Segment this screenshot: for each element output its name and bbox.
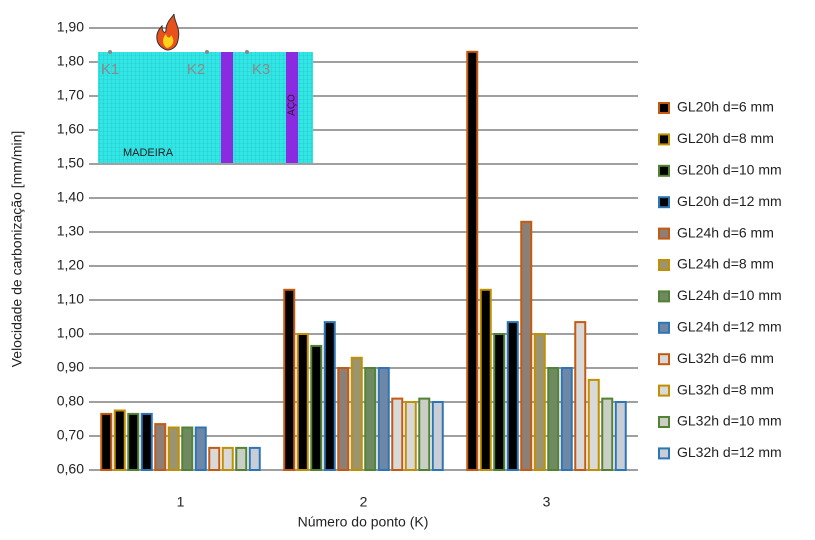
inset-label: K2 xyxy=(187,61,205,78)
bar xyxy=(547,367,560,471)
bar xyxy=(194,426,207,471)
legend-swatch xyxy=(658,416,670,428)
bar xyxy=(601,397,614,472)
legend-swatch xyxy=(658,196,670,209)
inset-label: MADEIRA xyxy=(123,147,174,159)
y-tick-label: 1,00 xyxy=(57,325,84,341)
bar xyxy=(113,409,126,471)
bar xyxy=(391,397,404,472)
inset-diagram: K1 K2 K3 AÇO MADEIRA xyxy=(98,13,313,163)
bar xyxy=(479,288,492,471)
steel-bar xyxy=(286,52,298,163)
legend-swatch xyxy=(658,321,670,334)
steel-bar xyxy=(221,52,233,163)
y-tick-label: 1,80 xyxy=(57,53,84,69)
y-tick-label: 1,70 xyxy=(57,87,84,103)
y-axis-title: Velocidade de carbonização [mm/min] xyxy=(9,131,25,368)
bar xyxy=(377,367,390,471)
legend-swatch xyxy=(658,290,670,303)
inset-label: K3 xyxy=(252,61,270,78)
legend-label: GL20h d=6 mm xyxy=(677,99,774,115)
legend-swatch xyxy=(658,133,670,146)
y-tick-label: 1,30 xyxy=(57,223,84,239)
bar xyxy=(520,220,533,471)
bar xyxy=(614,401,627,471)
bar xyxy=(506,321,519,471)
bar xyxy=(283,288,296,471)
bar xyxy=(364,367,377,471)
bar xyxy=(127,412,140,471)
bar xyxy=(154,423,167,472)
legend-label: GL32h d=6 mm xyxy=(677,350,774,366)
bar xyxy=(248,446,261,471)
legend-swatch xyxy=(658,259,670,271)
bar xyxy=(587,378,600,471)
point xyxy=(205,50,209,54)
bar xyxy=(323,321,336,471)
x-tick-label: 2 xyxy=(360,494,368,510)
y-tick-label: 1,90 xyxy=(57,19,84,35)
y-tick-label: 0,90 xyxy=(57,359,84,375)
legend-swatch xyxy=(658,384,670,397)
y-tick-label: 1,10 xyxy=(57,291,84,307)
fire-icon-core xyxy=(163,34,174,48)
legend-swatch xyxy=(658,353,670,366)
bar xyxy=(296,333,309,471)
legend-label: GL24h d=8 mm xyxy=(677,256,774,272)
bar xyxy=(167,426,180,471)
x-tick-label: 3 xyxy=(543,494,551,510)
legend-label: GL32h d=10 mm xyxy=(677,413,782,429)
bar xyxy=(310,344,323,471)
legend-label: GL20h d=10 mm xyxy=(677,162,782,178)
legend-swatch xyxy=(658,447,670,460)
y-tick-label: 0,70 xyxy=(57,427,84,443)
bar xyxy=(404,401,417,471)
legend-label: GL24h d=6 mm xyxy=(677,224,774,240)
bar xyxy=(337,367,350,471)
bar xyxy=(574,321,587,471)
legend-label: GL24h d=10 mm xyxy=(677,287,782,303)
x-axis-title: Número do ponto (K) xyxy=(298,514,429,530)
y-tick-label: 1,60 xyxy=(57,121,84,137)
bar xyxy=(431,401,444,471)
legend-label: GL20h d=8 mm xyxy=(677,130,774,146)
x-tick-label: 1 xyxy=(177,494,185,510)
bar xyxy=(208,446,221,471)
point xyxy=(245,50,249,54)
legend-label: GL32h d=12 mm xyxy=(677,444,782,460)
wood-mesh xyxy=(98,52,313,163)
point xyxy=(108,50,112,54)
bar xyxy=(493,333,506,471)
y-tick-label: 1,50 xyxy=(57,155,84,171)
y-tick-label: 0,60 xyxy=(57,461,84,477)
bar xyxy=(140,412,153,471)
inset-label: AÇO xyxy=(287,94,298,116)
bar xyxy=(560,367,573,471)
bar xyxy=(221,446,234,471)
legend-swatch xyxy=(658,164,670,177)
legend-label: GL20h d=12 mm xyxy=(677,193,782,209)
legend-swatch xyxy=(658,227,670,240)
bar xyxy=(100,412,113,471)
legend-label: GL32h d=8 mm xyxy=(677,381,774,397)
bar xyxy=(181,426,194,471)
y-tick-label: 1,20 xyxy=(57,257,84,273)
bar xyxy=(418,397,431,472)
bar xyxy=(533,333,546,471)
inset-label: K1 xyxy=(101,61,119,78)
legend-label: GL24h d=12 mm xyxy=(677,319,782,335)
y-tick-label: 0,80 xyxy=(57,393,84,409)
bar xyxy=(466,50,479,472)
y-tick-label: 1,40 xyxy=(57,189,84,205)
bar xyxy=(235,446,248,471)
legend-swatch xyxy=(658,102,670,114)
bar xyxy=(350,356,363,471)
